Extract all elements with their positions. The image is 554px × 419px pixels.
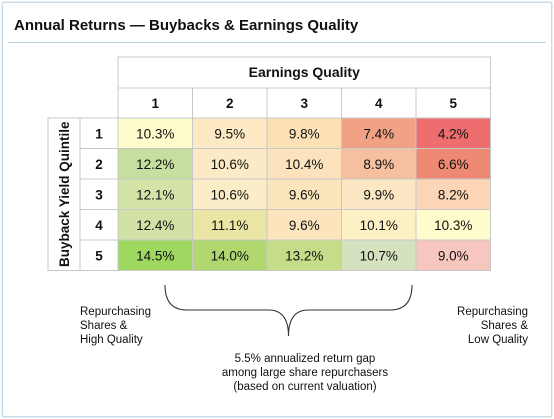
heatmap-cell <box>341 148 417 180</box>
center-annotation: 5.5% annualized return gap among large s… <box>180 352 430 394</box>
cell-value-label: 14.0% <box>211 248 249 263</box>
cell-value-label: 10.6% <box>211 157 249 172</box>
cell-value-label: 10.3% <box>434 218 472 233</box>
cell-value-label: 4.2% <box>438 126 469 141</box>
row-tick-label: 1 <box>95 126 103 141</box>
heatmap-cell <box>341 209 417 241</box>
cell-value-label: 12.2% <box>136 157 174 172</box>
row-tick-label: 4 <box>95 218 103 233</box>
cell-value-label: 9.0% <box>438 248 469 263</box>
column-tick-label: 4 <box>375 96 383 111</box>
column-tick-label: 2 <box>226 96 234 111</box>
x-axis-title-cell <box>117 56 491 89</box>
cell-value-label: 10.6% <box>211 187 249 202</box>
heatmap-cell <box>415 239 491 271</box>
column-header-cell <box>192 87 268 119</box>
cell-value-label: 12.1% <box>136 187 174 202</box>
heatmap-cell <box>192 148 268 180</box>
row-tick-label: 3 <box>95 187 103 202</box>
column-tick-label: 1 <box>151 96 159 111</box>
heatmap-cell <box>341 117 417 149</box>
cell-value-label: 9.6% <box>289 218 320 233</box>
heatmap-cell <box>117 117 193 149</box>
cell-value-label: 9.6% <box>289 187 320 202</box>
right-annotation-line: Low Quality <box>467 334 528 346</box>
cell-value-label: 9.5% <box>214 126 245 141</box>
cell-value-label: 8.2% <box>438 187 469 202</box>
cell-value-label: 7.4% <box>363 126 394 141</box>
left-annotation: Repurchasing Shares & High Quality <box>80 305 151 347</box>
cell-value-label: 6.6% <box>438 157 469 172</box>
center-annotation-line: (based on current valuation) <box>233 381 377 393</box>
chart-title: Annual Returns — Buybacks & Earnings Qua… <box>14 17 359 34</box>
left-annotation-line: Shares & <box>80 320 128 332</box>
cell-value-label: 13.2% <box>285 248 323 263</box>
heatmap-cell <box>341 239 417 271</box>
heatmap-cell <box>266 239 342 271</box>
cell-value-label: 10.1% <box>360 218 398 233</box>
right-annotation-line: Repurchasing <box>457 306 528 318</box>
row-header-cell <box>79 209 119 241</box>
left-annotation-line: Repurchasing <box>80 306 151 318</box>
center-annotation-line: among large share repurchasers <box>221 367 389 379</box>
cell-value-label: 10.7% <box>360 248 398 263</box>
heatmap-cell <box>192 117 268 149</box>
y-axis-title: Buyback Yield Quintile <box>57 121 72 267</box>
cell-value-label: 8.9% <box>363 157 394 172</box>
cell-value-label: 9.8% <box>289 126 320 141</box>
column-tick-label: 3 <box>300 96 308 111</box>
y-axis-title-cell <box>47 117 81 271</box>
center-annotation-line: 5.5% annualized return gap <box>234 353 376 365</box>
heatmap-cell <box>117 239 193 271</box>
title-divider <box>8 42 546 43</box>
x-axis-title: Earnings Quality <box>249 64 360 80</box>
heatmap-cell <box>192 239 268 271</box>
cell-value-label: 12.4% <box>136 218 174 233</box>
right-annotation-line: Shares & <box>480 320 528 332</box>
cell-value-label: 10.3% <box>136 126 174 141</box>
column-tick-label: 5 <box>449 96 457 111</box>
column-header-cell <box>341 87 417 119</box>
heatmap-cell <box>415 148 491 180</box>
cell-value-label: 10.4% <box>285 157 323 172</box>
left-annotation-line: High Quality <box>80 334 143 346</box>
heatmap-cell <box>192 178 268 210</box>
heatmap-cell <box>415 117 491 149</box>
row-tick-label: 2 <box>95 157 103 172</box>
row-tick-label: 5 <box>95 248 103 263</box>
cell-value-label: 9.9% <box>363 187 394 202</box>
column-header-cell <box>415 87 491 119</box>
curly-brace <box>164 284 413 337</box>
heatmap-cell <box>415 178 491 210</box>
heatmap-cell <box>415 209 491 241</box>
cell-value-label: 11.1% <box>211 218 248 233</box>
column-header-cell <box>117 87 193 119</box>
cell-value-label: 14.5% <box>136 248 174 263</box>
right-annotation: Repurchasing Shares & Low Quality <box>410 305 528 347</box>
row-header-cell <box>79 178 119 210</box>
